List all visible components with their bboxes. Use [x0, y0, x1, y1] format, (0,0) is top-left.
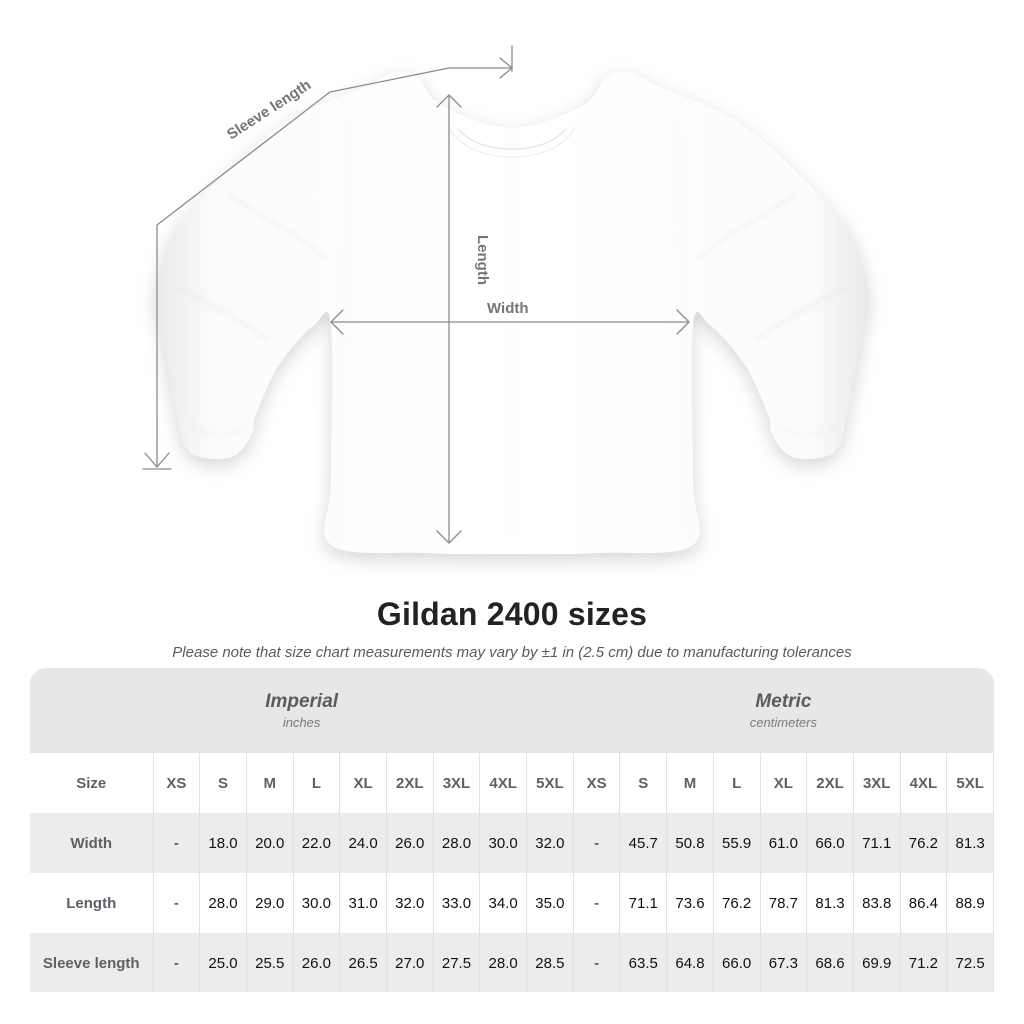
- svg-text:Width: Width: [487, 300, 529, 317]
- svg-text:Length: Length: [474, 235, 491, 285]
